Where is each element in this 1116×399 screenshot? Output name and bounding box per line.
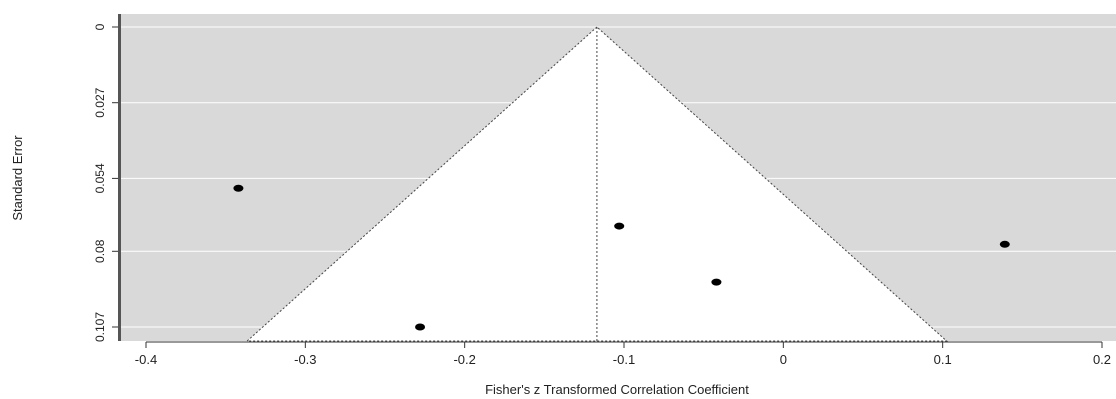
x-tick-label: 0 — [780, 352, 787, 367]
y-tick-label: 0.054 — [93, 163, 107, 193]
y-tick-label: 0.08 — [93, 239, 107, 263]
data-points — [233, 184, 1010, 331]
x-tick-label: -0.4 — [135, 352, 157, 367]
x-tick-label: -0.1 — [613, 352, 635, 367]
y-axis-title: Standard Error — [10, 135, 25, 221]
x-tick-label: 0.1 — [934, 352, 952, 367]
x-axis-ticks: -0.4 -0.3 -0.2 -0.1 0 0.1 0.2 — [135, 342, 1111, 367]
x-tick-label: -0.3 — [294, 352, 316, 367]
x-tick-label: -0.2 — [453, 352, 475, 367]
y-tick-label: 0 — [93, 23, 107, 30]
data-point — [233, 184, 244, 192]
data-point — [999, 240, 1010, 248]
data-point — [614, 222, 625, 230]
x-tick-label: 0.2 — [1093, 352, 1111, 367]
data-point — [415, 323, 426, 331]
y-axis-ticks: 0 0.027 0.054 0.08 0.107 — [93, 23, 118, 342]
data-point — [711, 278, 722, 286]
y-axis-bar — [118, 14, 121, 341]
y-tick-label: 0.107 — [93, 312, 107, 342]
y-tick-label: 0.027 — [93, 87, 107, 117]
x-axis-title: Fisher's z Transformed Correlation Coeff… — [485, 382, 749, 397]
